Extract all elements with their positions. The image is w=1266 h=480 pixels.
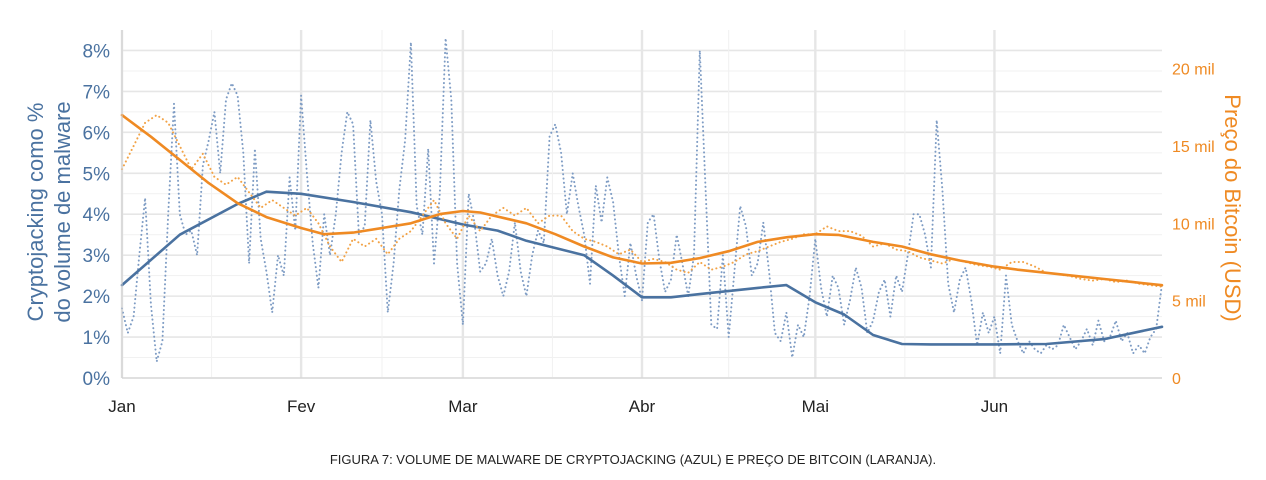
cryptojacking-daily-series [121,37,1163,363]
axis-layer: 0% 1% 2% 3% 4% 5% 6% 7% 8% 0 5 mil 10 mil 15 mil 20 m… [83,30,1215,416]
x-tick-label: Jan [108,397,135,416]
left-tick-label: 3% [83,246,111,267]
left-axis-title-line1: Cryptojacking como % [23,103,48,322]
series-layer [120,37,1164,363]
figure-caption: FIGURA 7: VOLUME DE MALWARE DE CRYPTOJAC… [329,452,937,467]
x-tick-label: Fev [287,397,316,416]
left-tick-label: 4% [83,205,111,226]
cryptojacking-trend-series [120,190,1164,346]
left-tick-label: 1% [83,328,111,349]
right-tick-label: 10 mil [1172,216,1215,233]
right-axis-title: Preço do Bitcoin (USD) [1220,94,1245,321]
right-tick-label: 20 mil [1172,62,1215,79]
left-tick-label: 7% [83,82,111,103]
left-tick-label: 8% [83,41,111,62]
x-tick-label: Mai [802,397,829,416]
right-tick-label: 15 mil [1172,139,1215,156]
left-tick-label: 5% [83,164,111,185]
x-tick-label: Mar [448,397,478,416]
right-tick-label: 0 [1172,371,1181,388]
bitcoin-trend-series [120,113,1164,287]
x-tick-label: Jun [981,397,1008,416]
left-axis-title-line2: do volume de malware [50,101,75,322]
x-tick-label: Abr [629,397,656,416]
left-tick-label: 6% [83,123,111,144]
grid-layer [120,30,1162,379]
left-tick-label: 0% [83,369,111,390]
right-tick-label: 5 mil [1172,294,1206,311]
left-tick-label: 2% [83,287,111,308]
